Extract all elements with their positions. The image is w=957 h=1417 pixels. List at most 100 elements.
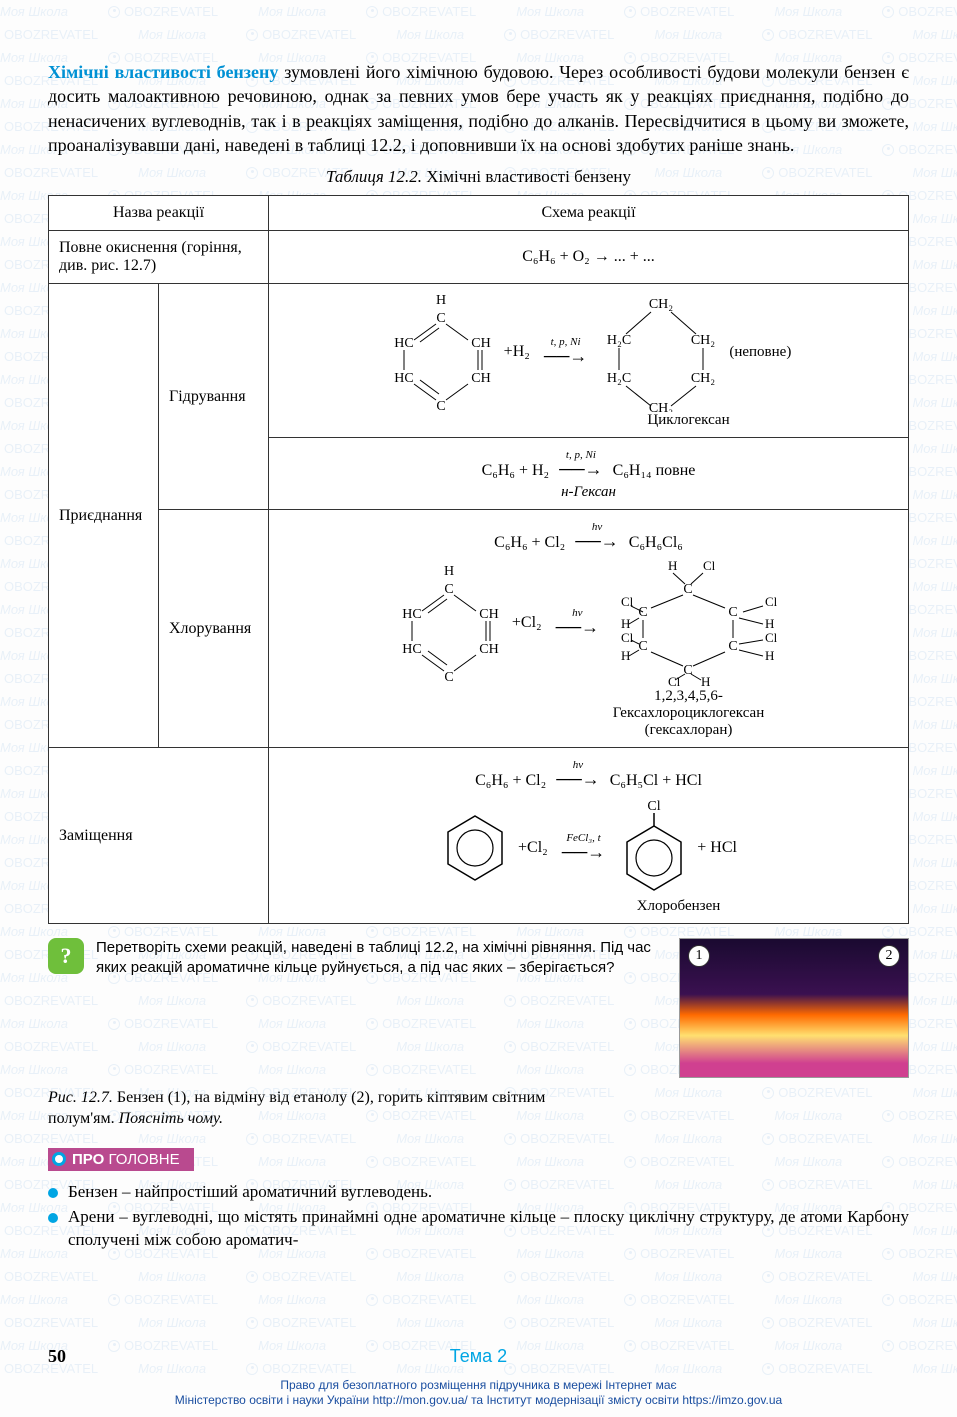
- svg-text:CH₂: CH₂: [691, 371, 715, 386]
- row-oxidation-scheme: C₆H₆ + O₂ → ... + ...: [269, 231, 909, 284]
- svg-text:C: C: [444, 670, 453, 683]
- chlor-add-left: C₆H₆ + Cl₂: [494, 534, 565, 551]
- arrow-icon: t, p, Ni ──→: [538, 337, 594, 367]
- intro-paragraph: Хімічні властивості бензену зумовлені йо…: [48, 60, 909, 157]
- hydr-full-right: C₆H₁₄ повне: [613, 462, 696, 479]
- intro-highlight: Хімічні властивості бензену: [48, 62, 284, 82]
- th-reaction-scheme: Схема реакції: [269, 196, 909, 231]
- subst-hcl: + HCl: [697, 839, 737, 857]
- footer-text: Право для безоплатного розміщення підруч…: [0, 1378, 957, 1409]
- bullet-2-text: Арени – вуглеводні, що містять принаймні…: [68, 1206, 909, 1252]
- svg-text:Cl: Cl: [621, 630, 634, 645]
- benzene-ring-icon: [440, 808, 510, 888]
- bullet-dot-icon: [48, 1188, 58, 1198]
- topic-label: Тема 2: [0, 1346, 957, 1367]
- figure-caption: Рис. 12.7. Бензен (1), на відміну від ет…: [48, 1088, 608, 1130]
- figure-badge-1: 1: [688, 945, 710, 967]
- svg-text:H: H: [444, 564, 454, 579]
- svg-text:H: H: [765, 616, 774, 631]
- chlor-add-right: C₆H₆Cl₆: [629, 534, 683, 551]
- arrow-icon: hν ──→: [550, 608, 606, 638]
- page-content: Хімічні властивості бензену зумовлені йо…: [0, 0, 957, 1274]
- hydr-full-product-text: н-Гексан: [561, 484, 616, 500]
- hydr-plus-h2: +H₂: [504, 343, 530, 361]
- header-b: ГОЛОВНЕ: [108, 1151, 179, 1168]
- chlor-plus-cl2: +Cl₂: [512, 614, 542, 632]
- row-chlorination-scheme: C₆H₆ + Cl₂ hν ──→ C₆H₆Cl₆ H C HC: [269, 510, 909, 748]
- svg-text:Cl: Cl: [765, 594, 778, 609]
- row-hydrogenation-full: C₆H₆ + H₂ t, p, Ni ──→ C₆H₁₄ повне н-Гек…: [269, 438, 909, 510]
- bullet-dot-icon: [48, 1213, 58, 1223]
- svg-text:C: C: [638, 639, 647, 654]
- svg-text:Cl: Cl: [648, 799, 661, 814]
- benzene-structure-icon: H C HC CH HC CH: [386, 292, 496, 412]
- svg-text:H: H: [701, 674, 710, 688]
- svg-text:H: H: [436, 293, 446, 308]
- svg-text:C: C: [683, 582, 692, 597]
- row-substitution-scheme: C₆H₆ + Cl₂ hν ──→ C₆H₅Cl + HCl +Cl₂ FeCl…: [269, 748, 909, 924]
- th-reaction-name: Назва реакції: [49, 196, 269, 231]
- svg-text:C: C: [436, 311, 445, 326]
- svg-text:CH₂: CH₂: [691, 333, 715, 348]
- row-chlorination-name: Хлорування: [159, 510, 269, 748]
- header-a: ПРО: [72, 1151, 104, 1168]
- arrow-icon: hν ──→: [550, 760, 606, 790]
- svg-text:HC: HC: [394, 371, 413, 386]
- svg-text:C: C: [444, 582, 453, 597]
- svg-text:CH: CH: [479, 607, 498, 622]
- row-hydrogenation-partial: H C HC CH HC CH: [269, 284, 909, 438]
- row-substitution-name: Заміщення: [49, 748, 269, 924]
- question-block: ? Перетворіть схеми реакцій, наведені в …: [48, 938, 909, 1078]
- svg-text:CH₂: CH₂: [649, 297, 673, 312]
- hexachlorane-structure-icon: HCl C Cl C H Cl C H Cl C: [613, 558, 783, 688]
- subst-left: C₆H₆ + Cl₂: [475, 772, 546, 789]
- table-caption-text: Хімічні властивості бензену: [422, 167, 631, 186]
- hydr-full-left: C₆H₆ + H₂: [482, 462, 550, 479]
- table-caption-num: Таблиця 12.2.: [326, 167, 422, 186]
- header-dot-icon: [52, 1152, 66, 1166]
- chlorobenzene-icon: Cl: [619, 798, 689, 898]
- svg-text:CH: CH: [471, 336, 490, 351]
- question-icon: ?: [48, 938, 84, 974]
- svg-text:C: C: [728, 639, 737, 654]
- fig-caption-em: Поясніть чому.: [119, 1110, 223, 1127]
- footer-line-1: Право для безоплатного розміщення підруч…: [280, 1378, 676, 1392]
- benzene-structure-icon: H C HC CH HC CH: [394, 563, 504, 683]
- bullet-list: Бензен – найпростіший ароматичний вуглев…: [48, 1181, 909, 1252]
- cyclohexane-structure-icon: CH₂ H₂C CH₂ H₂C CH₂ CH₂: [601, 292, 721, 412]
- row-oxidation-name: Повне окиснення (горіння, див. рис. 12.7…: [49, 231, 269, 284]
- svg-text:CH: CH: [471, 371, 490, 386]
- svg-text:C: C: [638, 605, 647, 620]
- fig-caption-num: Рис. 12.7.: [48, 1089, 113, 1106]
- hydr-full-product: н-Гексан: [279, 484, 898, 501]
- svg-text:H₂C: H₂C: [607, 333, 631, 348]
- hydr-partial-product: Циклогексан: [479, 412, 898, 429]
- svg-text:H: H: [765, 648, 774, 663]
- row-addition-name: Приєднання: [49, 284, 159, 748]
- figure-12-7-image: 1 2: [679, 938, 909, 1078]
- arrow-icon: t, p, Ni ──→: [553, 450, 609, 480]
- footer-line-2: Міністерство освіти і науки України http…: [175, 1393, 782, 1407]
- arrow-icon: hν ──→: [569, 522, 625, 552]
- svg-text:HC: HC: [402, 607, 421, 622]
- chlor-prod-1: 1,2,3,4,5,6-: [654, 688, 723, 704]
- bullet-item: Бензен – найпростіший ароматичний вуглев…: [48, 1181, 909, 1204]
- row-hydrogenation-name: Гідрування: [159, 284, 269, 510]
- hydr-partial-note: (неповне): [729, 344, 791, 361]
- svg-text:Cl: Cl: [668, 674, 681, 688]
- table-caption: Таблиця 12.2. Хімічні властивості бензен…: [48, 167, 909, 187]
- chem-table: Назва реакції Схема реакції Повне окисне…: [48, 195, 909, 924]
- figure-badge-2: 2: [878, 945, 900, 967]
- question-text: Перетворіть схеми реакцій, наведені в та…: [96, 938, 665, 1078]
- subst-product: Хлоробензен: [459, 898, 898, 915]
- svg-text:HC: HC: [402, 642, 421, 657]
- svg-text:C: C: [683, 663, 692, 678]
- chlor-prod-3: (гексахлоран): [645, 722, 733, 738]
- svg-text:H: H: [668, 558, 677, 573]
- subst-right: C₆H₅Cl + HCl: [610, 772, 702, 789]
- svg-text:Cl: Cl: [765, 630, 778, 645]
- bullet-item: Арени – вуглеводні, що містять принаймні…: [48, 1206, 909, 1252]
- arrow-icon: FeCl₃, t ──→: [556, 833, 612, 863]
- subst-plus-cl2: +Cl₂: [518, 839, 548, 857]
- svg-text:Cl: Cl: [703, 558, 716, 573]
